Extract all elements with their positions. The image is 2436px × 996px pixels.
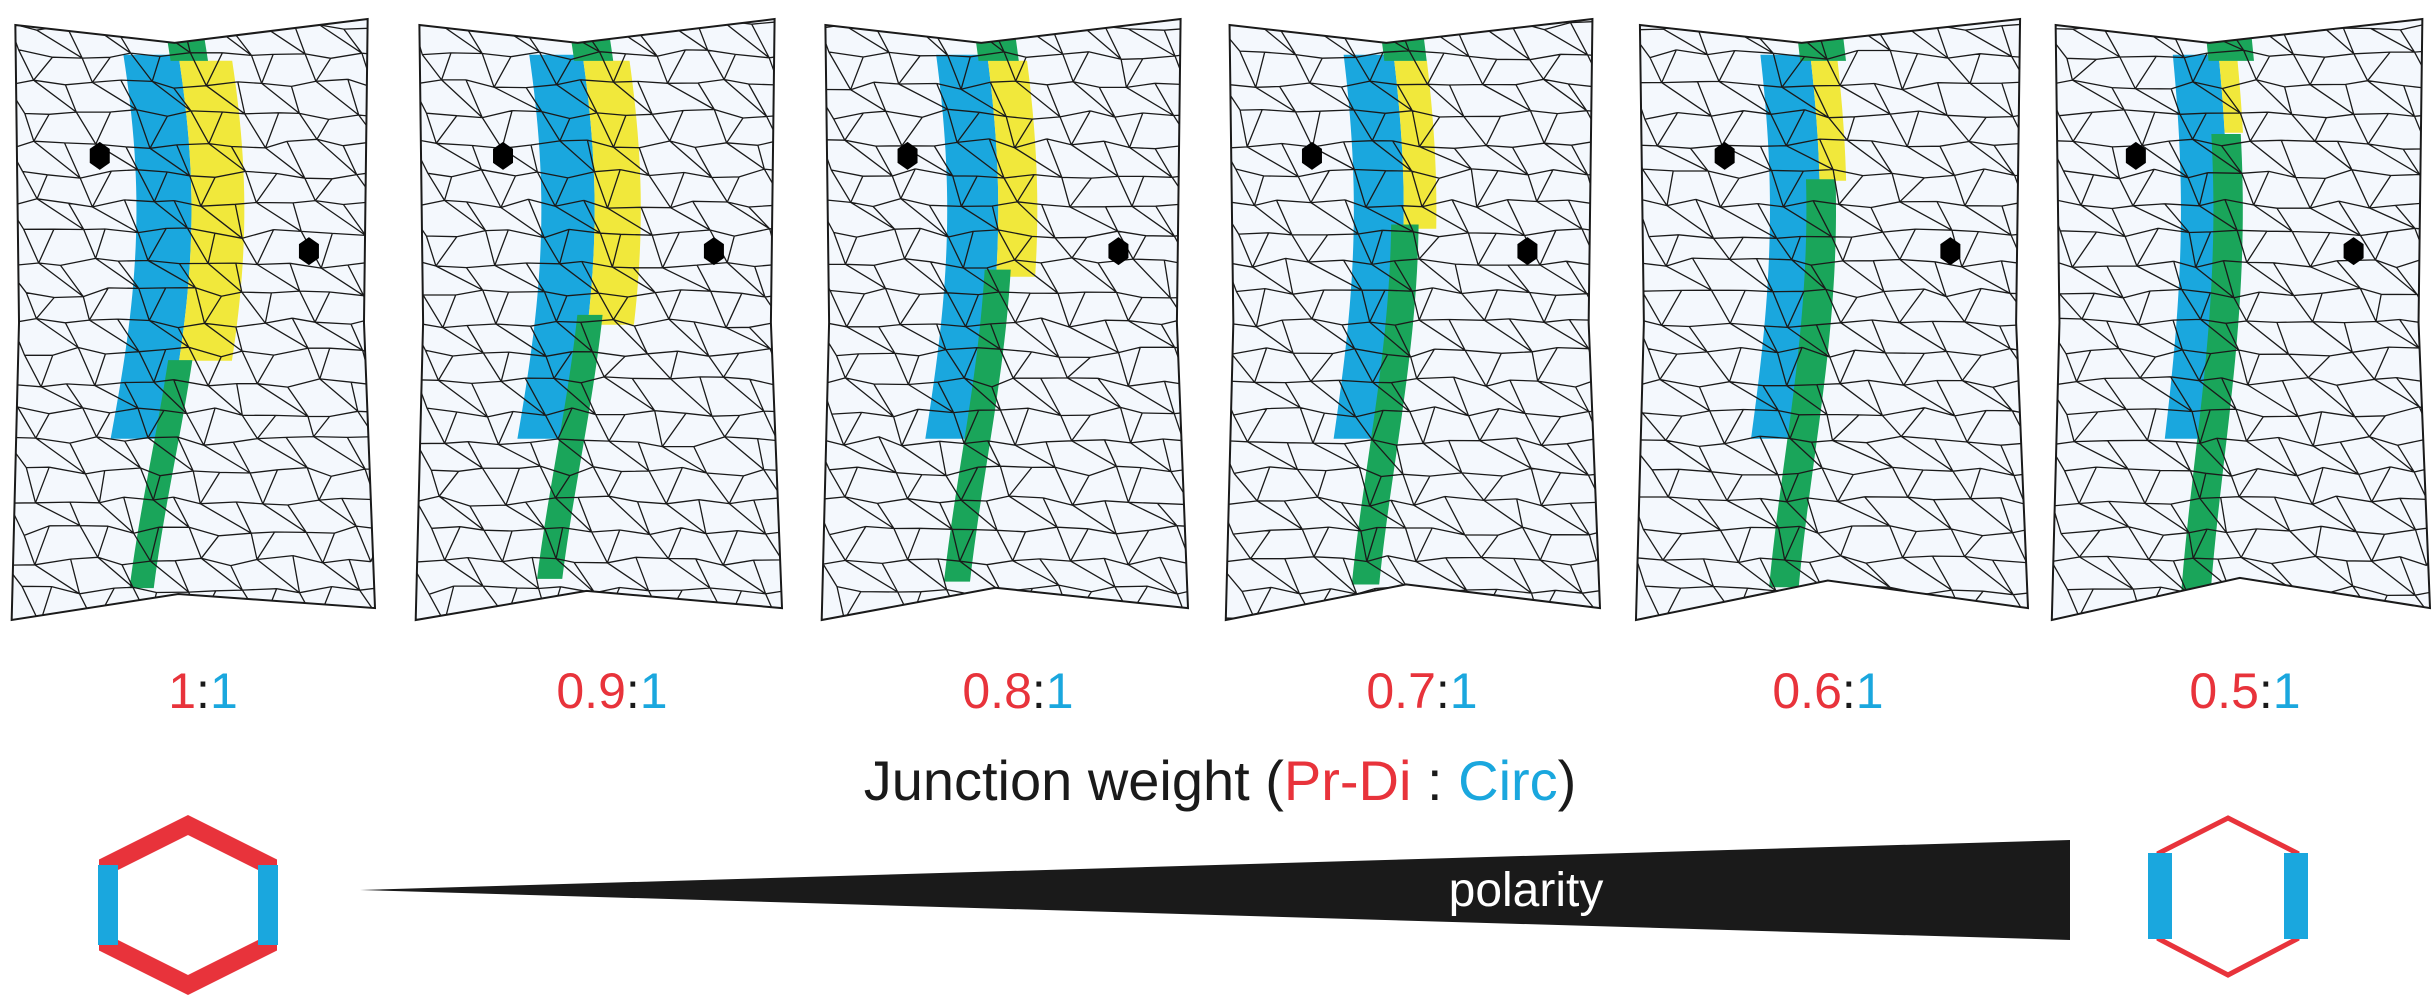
marker-cell bbox=[2125, 141, 2146, 170]
ratio-labels: 1:1 0.9:1 0.8:1 0.7:1 0.6:1 0.5:1 bbox=[168, 663, 2300, 719]
cell-mesh bbox=[1635, 19, 2028, 621]
tissue-panel-4 bbox=[1224, 17, 1602, 622]
marker-cell bbox=[1108, 237, 1129, 266]
ratio-label-4: 0.7:1 bbox=[1366, 663, 1477, 719]
tissue-panel-3 bbox=[820, 17, 1190, 622]
tissue-outline bbox=[10, 17, 377, 622]
hexagon-thick-red-pr-di-edges-icon bbox=[98, 814, 278, 996]
axis-title-junction-weight: Junction weight (Pr-Di : Circ) bbox=[864, 749, 1577, 812]
polarity-wedge-shape bbox=[360, 840, 2070, 940]
tissue-panel-1 bbox=[10, 17, 377, 622]
tissue-outline bbox=[1224, 17, 1602, 622]
marker-cell bbox=[2343, 237, 2364, 266]
polarity-label: polarity bbox=[1449, 864, 1604, 917]
marker-cell bbox=[897, 141, 918, 170]
ratio-label-3: 0.8:1 bbox=[962, 663, 1073, 719]
tissue-outline bbox=[414, 17, 784, 622]
tissue-panels bbox=[10, 17, 2432, 622]
tissue-outline bbox=[1634, 17, 2030, 622]
tissue-panel-2 bbox=[414, 17, 784, 622]
marker-cell bbox=[1940, 237, 1961, 266]
marker-cell bbox=[1301, 141, 1322, 170]
marker-cell bbox=[89, 141, 110, 170]
ratio-label-5: 0.6:1 bbox=[1772, 663, 1883, 719]
tissue-outline bbox=[820, 17, 1190, 622]
marker-cell bbox=[1517, 237, 1538, 266]
ratio-label-1: 1:1 bbox=[168, 663, 238, 719]
marker-cell bbox=[703, 237, 724, 266]
marker-cell bbox=[298, 237, 319, 266]
polarity-wedge: polarity bbox=[360, 840, 2070, 940]
ratio-label-6: 0.5:1 bbox=[2189, 663, 2300, 719]
hexagon-thin-red-thick-blue-edges-icon bbox=[2148, 815, 2308, 978]
cell-mesh bbox=[2051, 19, 2430, 621]
ratio-label-2: 0.9:1 bbox=[556, 663, 667, 719]
tissue-panel-5 bbox=[1634, 17, 2030, 622]
marker-cell bbox=[1714, 141, 1735, 170]
tissue-outline bbox=[2050, 17, 2432, 622]
tissue-panel-6 bbox=[2050, 17, 2432, 622]
marker-cell bbox=[493, 141, 514, 170]
